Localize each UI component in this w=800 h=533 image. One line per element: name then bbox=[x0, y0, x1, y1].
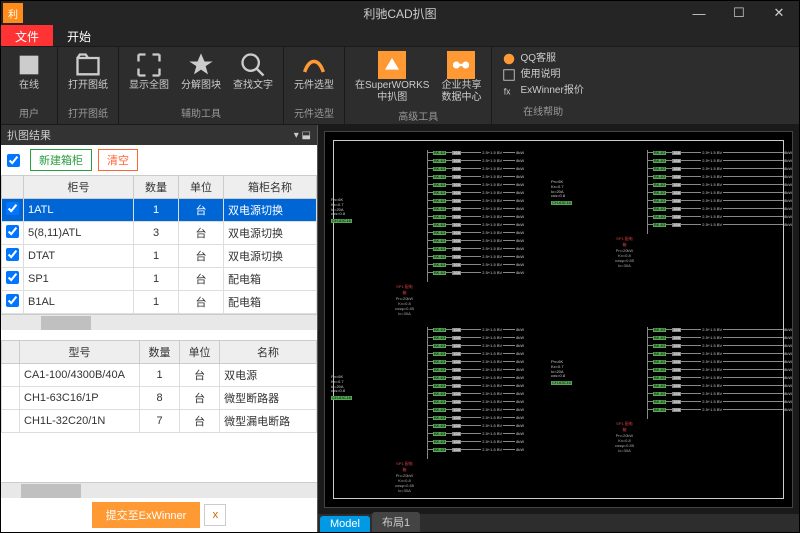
open-drawing-button[interactable]: 打开图纸 bbox=[62, 49, 114, 103]
component-table: 型号 数量 单位 名称 CA1-100/4300B/40A1台双电源CH1-63… bbox=[1, 340, 317, 433]
clear-button[interactable]: 清空 bbox=[98, 149, 138, 171]
component-type-button[interactable]: 元件选型 bbox=[288, 49, 340, 103]
canvas-tabs: Model 布局1 bbox=[318, 514, 799, 532]
ribbon: 在线 用户 打开图纸 打开图纸 显示全图 分解图块 查找文字 bbox=[1, 47, 799, 125]
svg-text:fx: fx bbox=[504, 87, 511, 97]
hscroll-2[interactable] bbox=[1, 482, 317, 498]
manual-button[interactable]: 使用说明 bbox=[498, 67, 587, 83]
canvas-area: Pn=6KKx=0.7Ic=20Acos=0.8CH-63C16 BK-63 1… bbox=[318, 125, 799, 532]
col-name2[interactable]: 名称 bbox=[220, 341, 317, 364]
group-label-sw: 高级工具 bbox=[349, 106, 487, 125]
table-row[interactable]: CH1-63C16/1P8台微型断路器 bbox=[2, 387, 317, 410]
superworks-icon bbox=[378, 51, 406, 79]
titlebar: 利 利驰CAD扒图 — ☐ ✕ bbox=[1, 1, 799, 25]
drawing-canvas[interactable]: Pn=6KKx=0.7Ic=20Acos=0.8CH-63C16 BK-63 1… bbox=[324, 131, 793, 508]
qq-icon bbox=[502, 52, 516, 66]
find-text-button[interactable]: 查找文字 bbox=[227, 49, 279, 103]
group-label-aux: 辅助工具 bbox=[123, 103, 279, 122]
showall-icon bbox=[135, 51, 163, 79]
window-title: 利驰CAD扒图 bbox=[363, 5, 436, 22]
excel-button[interactable]: x bbox=[204, 504, 226, 526]
close-button[interactable]: ✕ bbox=[759, 1, 799, 25]
exwinner-icon: fx bbox=[502, 84, 516, 98]
tab-start[interactable]: 开始 bbox=[53, 25, 105, 46]
table-row[interactable]: 1ATL1台双电源切换 bbox=[2, 199, 317, 222]
left-panel: 扒图结果 ▾ ⬓ 新建箱柜 清空 柜号 数量 单位 箱柜名称 1ATL1台双电源… bbox=[1, 125, 318, 532]
submit-button[interactable]: 提交至ExWinner bbox=[92, 502, 201, 528]
row-checkbox[interactable] bbox=[6, 294, 19, 307]
panel-title: 扒图结果 bbox=[7, 127, 51, 143]
minimize-button[interactable]: — bbox=[679, 1, 719, 25]
share-data-button[interactable]: 企业共享 数据中心 bbox=[435, 49, 487, 106]
group-label-help: 在线帮助 bbox=[496, 101, 589, 120]
tab-file[interactable]: 文件 bbox=[1, 25, 53, 46]
group-label-open: 打开图纸 bbox=[62, 103, 114, 122]
component-icon bbox=[300, 51, 328, 79]
col-model[interactable]: 型号 bbox=[20, 341, 140, 364]
show-all-button[interactable]: 显示全图 bbox=[123, 49, 175, 103]
table-row[interactable]: CA1-100/4300B/40A1台双电源 bbox=[2, 364, 317, 387]
row-checkbox[interactable] bbox=[6, 202, 19, 215]
col-unit2[interactable]: 单位 bbox=[180, 341, 220, 364]
tab-model[interactable]: Model bbox=[320, 516, 370, 532]
maximize-button[interactable]: ☐ bbox=[719, 1, 759, 25]
explode-button[interactable]: 分解图块 bbox=[175, 49, 227, 103]
superworks-button[interactable]: 在SuperWORKS 中扒图 bbox=[349, 49, 435, 106]
panel-toolbar: 新建箱柜 清空 bbox=[1, 145, 317, 175]
col-qty[interactable]: 数量 bbox=[134, 176, 179, 199]
row-checkbox[interactable] bbox=[6, 225, 19, 238]
explode-icon bbox=[187, 51, 215, 79]
search-icon bbox=[239, 51, 267, 79]
row-checkbox[interactable] bbox=[6, 271, 19, 284]
col-cabinet-id[interactable]: 柜号 bbox=[24, 176, 134, 199]
col-name[interactable]: 箱柜名称 bbox=[224, 176, 317, 199]
table-row[interactable]: 5(8,11)ATL3台双电源切换 bbox=[2, 222, 317, 245]
col-unit[interactable]: 单位 bbox=[179, 176, 224, 199]
select-all-checkbox[interactable] bbox=[7, 154, 20, 167]
table-row[interactable]: B1AL1台配电箱 bbox=[2, 291, 317, 314]
group-label-type: 元件选型 bbox=[288, 103, 340, 122]
share-icon bbox=[447, 51, 475, 79]
exwinner-button[interactable]: fx ExWinner报价 bbox=[498, 83, 587, 99]
book-icon bbox=[502, 68, 516, 82]
panel-header: 扒图结果 ▾ ⬓ bbox=[1, 125, 317, 145]
pin-icon[interactable]: ▾ ⬓ bbox=[294, 130, 311, 141]
cabinet-table: 柜号 数量 单位 箱柜名称 1ATL1台双电源切换 5(8,11)ATL3台双电… bbox=[1, 175, 317, 314]
row-checkbox[interactable] bbox=[6, 248, 19, 261]
group-label-user: 用户 bbox=[5, 103, 53, 122]
qq-button[interactable]: QQ客服 bbox=[498, 51, 587, 67]
app-logo: 利 bbox=[3, 3, 23, 23]
open-icon bbox=[74, 51, 102, 79]
table-row[interactable]: SP11台配电箱 bbox=[2, 268, 317, 291]
new-cabinet-button[interactable]: 新建箱柜 bbox=[30, 149, 92, 171]
online-icon bbox=[15, 51, 43, 79]
tab-layout1[interactable]: 布局1 bbox=[372, 512, 420, 532]
col-qty2[interactable]: 数量 bbox=[140, 341, 180, 364]
table-row[interactable]: CH1L-32C20/1N7台微型漏电断路 bbox=[2, 410, 317, 433]
online-button[interactable]: 在线 bbox=[5, 49, 53, 103]
ribbon-tabs: 文件 开始 bbox=[1, 25, 799, 47]
table-row[interactable]: DTAT1台双电源切换 bbox=[2, 245, 317, 268]
hscroll-1[interactable] bbox=[1, 314, 317, 330]
